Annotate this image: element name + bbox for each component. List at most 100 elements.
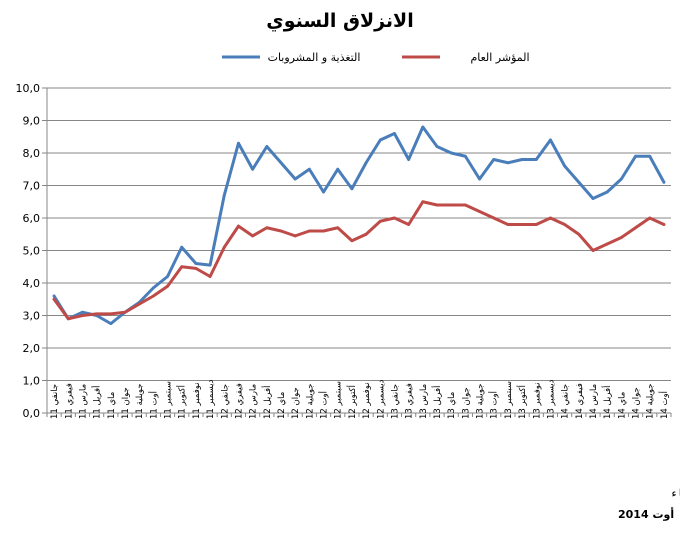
y-tick-label: 3,0 (23, 310, 41, 323)
data-point (463, 154, 467, 158)
x-tick-label: فيفري 13 (405, 383, 415, 419)
legend-label-series-2: المؤشر العام (470, 51, 529, 64)
data-point (251, 167, 255, 171)
x-tick-label: ماي 13 (447, 392, 457, 419)
legend-label-series-1: التغذية و المشروبات (268, 51, 361, 64)
data-point (407, 223, 411, 226)
x-tick-label: جويلية 14 (646, 384, 656, 419)
data-point (506, 223, 510, 226)
y-tick-label: 7,0 (23, 180, 41, 193)
x-tick-label: مارس 14 (589, 384, 599, 419)
x-tick-label: أكتوبر 11 (176, 385, 188, 419)
data-point (222, 245, 226, 249)
x-tick-label: أفريل 12 (261, 386, 273, 419)
data-point (336, 167, 340, 171)
data-point (492, 216, 496, 220)
x-tick-label: مارس 11 (78, 384, 88, 419)
x-tick-label: سبتمبر 13 (504, 381, 514, 419)
x-tick-label: جويلية 12 (305, 384, 315, 419)
data-point (350, 187, 354, 191)
data-point (378, 138, 382, 142)
data-point (265, 226, 269, 230)
y-tick-label: 2,0 (23, 342, 41, 355)
data-point (237, 141, 240, 145)
data-point (520, 223, 524, 226)
data-point (662, 223, 666, 226)
data-point (322, 229, 325, 233)
data-point (393, 132, 396, 135)
data-point (81, 314, 84, 317)
data-point (634, 226, 637, 230)
data-point (95, 312, 99, 316)
data-point (151, 294, 155, 298)
data-point (81, 310, 84, 314)
data-point (577, 180, 581, 184)
x-tick-label: سبتمبر 12 (334, 381, 344, 419)
data-point (208, 275, 212, 278)
x-tick-label: جويلية 13 (476, 384, 486, 419)
data-point (534, 158, 538, 161)
x-tick-label: نوفمبر 11 (192, 382, 202, 419)
x-tick-label: أكتوبر 12 (346, 385, 358, 419)
data-point (194, 262, 198, 265)
y-tick-label: 1,0 (23, 375, 41, 388)
gridlines (47, 87, 671, 381)
data-point (307, 229, 311, 233)
x-tick-label: أفريل 13 (431, 386, 443, 419)
x-tick-label: أوت 12 (318, 391, 330, 419)
data-point (208, 263, 212, 267)
data-point (605, 190, 609, 194)
x-tick-label: جانفي 11 (50, 384, 60, 419)
data-point (619, 236, 623, 239)
y-tick-label: 9,0 (23, 115, 41, 128)
x-tick-label: فيفري 12 (234, 383, 244, 419)
series-lines (52, 125, 666, 326)
data-point (563, 164, 567, 168)
x-tick-label: جانفي 13 (390, 384, 400, 419)
data-point (549, 216, 552, 220)
x-tick-label: فيفري 11 (64, 383, 74, 419)
x-tick-label: ماي 14 (617, 392, 627, 419)
data-point (279, 161, 283, 165)
data-point (591, 249, 595, 252)
data-point (563, 223, 567, 226)
data-point (378, 219, 382, 223)
data-point (619, 177, 623, 181)
series-line-2 (52, 200, 666, 321)
data-point (520, 158, 524, 161)
x-tick-label: ديسمبر 13 (546, 379, 556, 419)
x-tick-label: جوان 12 (291, 387, 301, 419)
data-point (151, 286, 155, 290)
data-point (478, 210, 481, 213)
x-tick-label: مارس 12 (249, 384, 259, 419)
data-point (478, 177, 481, 181)
data-point (166, 275, 169, 278)
data-point (506, 161, 510, 165)
x-tick-label: أفريل 11 (91, 386, 103, 419)
data-point (364, 161, 368, 165)
y-tick-label: 6,0 (23, 212, 41, 225)
data-point (109, 322, 113, 326)
data-point (194, 266, 198, 270)
data-point (407, 158, 411, 161)
data-point (435, 203, 439, 207)
data-point (435, 145, 439, 148)
x-tick-label: ديسمبر 11 (206, 379, 216, 419)
data-point (421, 125, 425, 129)
y-axis-ticks: 0,0 1,0 2,0 3,0 4,0 5,0 6,0 7,0 8,0 9,0 10,0 (16, 82, 47, 420)
data-point (549, 138, 552, 142)
data-point (421, 200, 425, 204)
y-tick-label: 10,0 (16, 82, 41, 95)
data-point (180, 265, 184, 269)
data-point (52, 294, 56, 298)
data-point (307, 167, 311, 171)
data-point (648, 216, 652, 220)
data-point (279, 229, 283, 233)
x-tick-label: ماي 11 (107, 392, 117, 419)
data-point (123, 310, 127, 314)
x-tick-label: فيفري 14 (575, 383, 585, 419)
data-point (350, 239, 354, 243)
x-tick-label: جوان 13 (461, 387, 471, 419)
